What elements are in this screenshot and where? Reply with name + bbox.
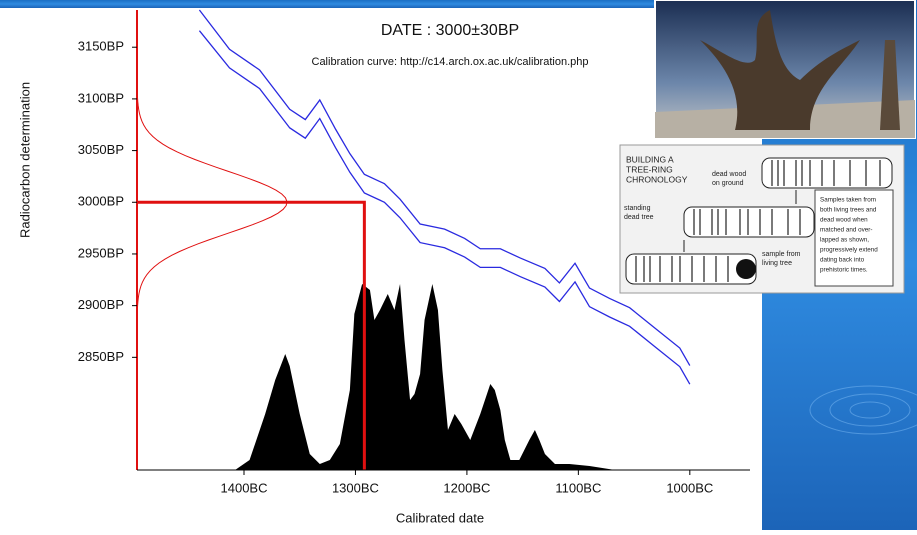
diagram-note: dead wood when [820,217,868,224]
y-tick-label: 3000BP [78,194,124,209]
diagram-note: Samples taken from [820,197,876,204]
x-tick-label: 1000BC [666,480,713,495]
diagram-note: both living trees and [820,207,877,214]
diagram-note: matched and over- [820,227,873,234]
diagram-note: prehistoric times. [820,267,868,274]
diagram-title: BUILDING A [626,154,674,164]
diagram-title: CHRONOLOGY [626,174,688,184]
y-tick-label: 3100BP [78,90,124,105]
y-tick-label: 2950BP [78,245,124,260]
page: DATE : 3000±30BP Calibration curve: http:… [0,0,917,535]
diagram-note: lapped as shown, [820,237,869,244]
diagram-label: living tree [762,260,792,267]
chart-title: DATE : 3000±30BP [381,22,519,39]
diagram-label: dead tree [624,214,654,221]
y-tick-label: 2900BP [78,297,124,312]
y-tick-label: 3050BP [78,142,124,157]
x-tick-label: 1300BC [332,480,379,495]
diagram-label: dead wood [712,171,746,178]
diagram-note: progressively extend [820,247,878,254]
diagram-title: TREE-RING [626,164,673,174]
diagram-label: standing [624,205,651,212]
chart-subtitle: Calibration curve: http://c14.arch.ox.ac… [312,56,589,68]
y-tick-label: 2850BP [78,349,124,364]
x-tick-label: 1200BC [443,480,490,495]
top-band [0,0,660,8]
diagram-label: sample from [762,251,801,258]
diagram-label: on ground [712,180,744,187]
y-axis-label: Radiocarbon determination [17,82,32,238]
x-tick-label: 1100BC [555,480,601,495]
x-tick-label: 1400BC [221,480,268,495]
slide: DATE : 3000±30BP Calibration curve: http:… [0,0,917,530]
diagram-note: dating back into [820,257,865,264]
x-axis-label: Calibrated date [396,510,484,525]
y-tick-label: 3150BP [78,39,124,54]
tree-photo [655,0,915,138]
